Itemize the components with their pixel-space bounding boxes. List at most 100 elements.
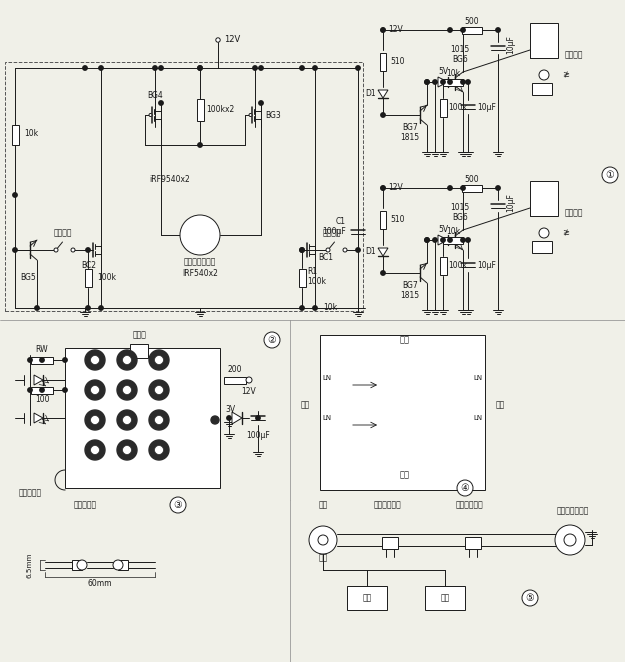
Text: 限位开关: 限位开关	[54, 228, 72, 238]
Text: 齿轮: 齿轮	[318, 553, 328, 563]
Circle shape	[85, 350, 105, 370]
Bar	[380, 211, 386, 229]
Bar	[532, 83, 552, 95]
Circle shape	[122, 385, 131, 395]
Bar	[443, 79, 463, 85]
Circle shape	[425, 80, 429, 84]
Circle shape	[149, 350, 169, 370]
Circle shape	[159, 66, 163, 70]
Bar	[380, 53, 386, 71]
Circle shape	[40, 388, 44, 392]
Text: 100k: 100k	[448, 261, 467, 271]
Circle shape	[602, 167, 618, 183]
Text: BG7: BG7	[402, 281, 418, 291]
Text: 3V: 3V	[225, 406, 235, 414]
Circle shape	[496, 28, 500, 32]
Bar	[465, 537, 481, 549]
Circle shape	[54, 248, 58, 252]
Text: 100μF: 100μF	[246, 430, 270, 440]
Text: ①: ①	[606, 170, 614, 180]
Text: 10k: 10k	[446, 68, 460, 77]
Circle shape	[117, 440, 137, 460]
Polygon shape	[34, 413, 43, 423]
Text: 5V: 5V	[438, 68, 448, 77]
Bar	[439, 99, 446, 117]
Text: 6.5mm: 6.5mm	[26, 552, 32, 578]
Circle shape	[425, 80, 429, 84]
Circle shape	[259, 66, 263, 70]
Circle shape	[198, 66, 202, 70]
Bar	[532, 241, 552, 253]
Text: 发射: 发射	[301, 401, 309, 410]
Text: 12V: 12V	[388, 26, 402, 34]
Text: C1: C1	[336, 218, 346, 226]
Circle shape	[211, 416, 219, 424]
Circle shape	[149, 380, 169, 400]
Text: ②: ②	[268, 335, 276, 345]
Circle shape	[28, 357, 32, 362]
Circle shape	[159, 101, 163, 105]
Text: 10μF: 10μF	[506, 36, 515, 54]
Circle shape	[461, 186, 465, 190]
Circle shape	[149, 440, 169, 460]
Text: 限位开关: 限位开关	[322, 228, 341, 238]
Text: 室内: 室内	[400, 471, 410, 479]
Circle shape	[448, 186, 452, 190]
Polygon shape	[378, 248, 388, 256]
Text: 500: 500	[465, 17, 479, 26]
Bar	[462, 26, 482, 34]
Circle shape	[154, 446, 164, 455]
Circle shape	[461, 28, 465, 32]
Text: BG4: BG4	[147, 91, 163, 99]
Circle shape	[300, 66, 304, 70]
Circle shape	[256, 416, 260, 420]
Circle shape	[555, 525, 585, 555]
Circle shape	[122, 355, 131, 365]
Circle shape	[180, 215, 220, 255]
Circle shape	[152, 66, 158, 70]
Text: 510: 510	[390, 216, 404, 224]
Circle shape	[82, 66, 88, 70]
Text: 60mm: 60mm	[88, 579, 112, 587]
Circle shape	[99, 306, 103, 310]
Circle shape	[246, 377, 252, 383]
Text: 红外发射管: 红外发射管	[19, 489, 41, 498]
Text: 10μF: 10μF	[477, 103, 496, 111]
Circle shape	[425, 238, 429, 242]
Text: 10μF: 10μF	[506, 193, 515, 213]
Circle shape	[300, 248, 304, 252]
Text: 100kx2: 100kx2	[206, 105, 234, 115]
Circle shape	[448, 80, 452, 84]
Text: 开门限位开关: 开门限位开关	[456, 500, 484, 510]
Text: 100μF: 100μF	[322, 228, 346, 236]
Polygon shape	[438, 77, 448, 87]
Text: 汽车雨刷器电机: 汽车雨刷器电机	[184, 258, 216, 267]
Circle shape	[300, 248, 304, 252]
Circle shape	[91, 416, 99, 424]
Text: ④: ④	[461, 483, 469, 493]
Circle shape	[71, 248, 75, 252]
Text: IRF540x2: IRF540x2	[182, 269, 218, 277]
Text: BC1: BC1	[318, 254, 333, 263]
Circle shape	[381, 28, 385, 32]
Text: LN: LN	[474, 375, 483, 381]
Text: LN: LN	[322, 415, 331, 421]
Text: 1815: 1815	[401, 291, 419, 301]
Circle shape	[259, 101, 263, 105]
Circle shape	[466, 80, 470, 84]
Text: 右门: 右门	[441, 594, 449, 602]
Circle shape	[522, 590, 538, 606]
Circle shape	[356, 66, 360, 70]
Circle shape	[381, 186, 385, 190]
Circle shape	[12, 248, 18, 252]
Text: 红外发射管: 红外发射管	[74, 500, 96, 510]
Text: 1015: 1015	[451, 203, 469, 213]
Circle shape	[312, 306, 318, 310]
Circle shape	[496, 186, 500, 190]
Circle shape	[28, 388, 32, 392]
Circle shape	[312, 66, 318, 70]
Circle shape	[170, 497, 186, 513]
Text: 100k: 100k	[448, 103, 467, 113]
Text: 100: 100	[35, 395, 49, 404]
Text: R1: R1	[307, 267, 317, 277]
